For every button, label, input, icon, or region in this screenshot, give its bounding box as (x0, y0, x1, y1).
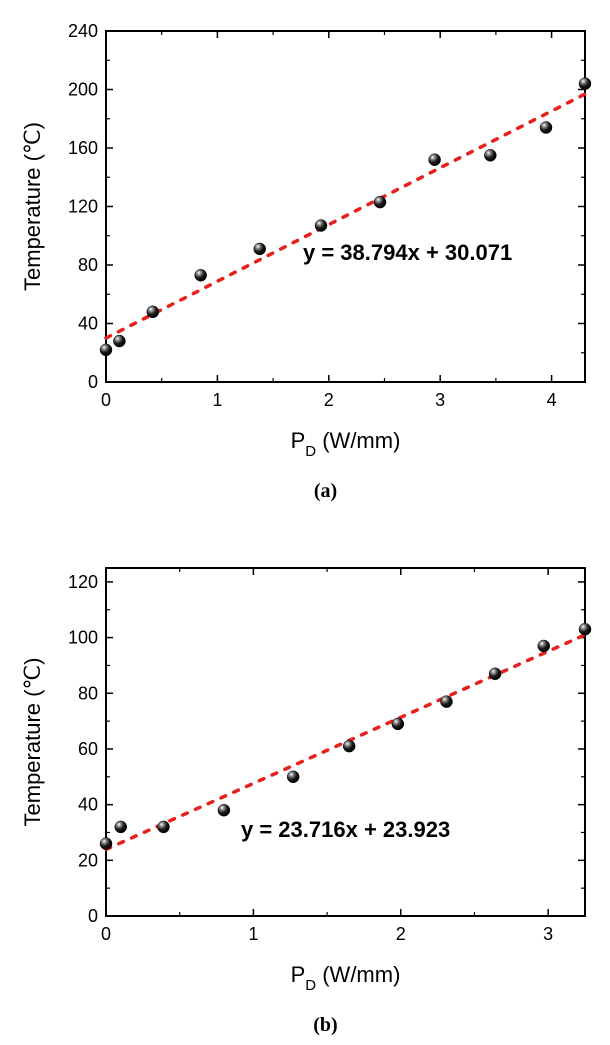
y-tick-label: 0 (88, 372, 98, 392)
plot-frame (105, 30, 586, 383)
x-axis-label-main: P (291, 428, 306, 453)
y-tick-label: 80 (78, 683, 98, 703)
x-tick-label: 3 (435, 390, 445, 410)
y-tick-label: 60 (78, 739, 98, 759)
data-point (114, 820, 127, 834)
data-point (99, 343, 113, 357)
data-point (578, 622, 592, 636)
fit-equation: y = 38.794x + 30.071 (303, 240, 512, 265)
data-point (391, 717, 405, 731)
x-axis-label-sub: D (305, 443, 316, 460)
data-point (440, 695, 453, 708)
x-tick-label: 1 (248, 924, 258, 944)
x-axis-label-sub: D (305, 977, 316, 994)
plot-frame (105, 567, 586, 917)
x-tick-label: 1 (212, 390, 222, 410)
y-axis-label: Temperature (℃) (20, 658, 45, 827)
y-tick-label: 40 (78, 314, 98, 334)
fit-line (104, 633, 587, 852)
data-point (539, 121, 553, 134)
y-tick-label: 160 (68, 138, 98, 158)
x-tick-label: 4 (547, 390, 557, 410)
x-tick-label: 3 (543, 924, 553, 944)
data-point (217, 803, 231, 817)
x-tick-label: 2 (324, 390, 334, 410)
data-point (314, 219, 328, 232)
y-tick-label: 100 (68, 628, 98, 648)
panel-label: (a) (314, 480, 337, 502)
fit-equation: y = 23.716x + 23.923 (241, 817, 450, 842)
chart-b: 0 1 2 3 0 20 40 60 80 100 120 y = 23.716x + 23.923 P… (20, 567, 592, 1036)
x-axis-label: PD (W/mm) (291, 428, 401, 460)
y-tick-label: 40 (78, 795, 98, 815)
x-axis-label-main: P (291, 962, 306, 987)
y-tick-label: 120 (68, 197, 98, 217)
x-axis-label-rest: (W/mm) (316, 428, 400, 453)
data-point (342, 739, 356, 753)
panel-label: (b) (313, 1014, 337, 1036)
fit-line (104, 92, 587, 340)
x-tick-label: 2 (396, 924, 406, 944)
data-point (286, 770, 300, 784)
y-tick-label: 80 (78, 255, 98, 275)
data-point (484, 149, 497, 162)
data-point (373, 195, 387, 209)
x-axis-label-rest: (W/mm) (316, 962, 400, 987)
y-tick-label: 200 (68, 80, 98, 100)
x-axis-label: PD (W/mm) (291, 962, 401, 994)
data-point (99, 837, 113, 850)
y-tick-label: 20 (78, 850, 98, 870)
x-tick-label: 0 (101, 924, 111, 944)
data-point (537, 639, 550, 653)
data-point (578, 77, 592, 90)
x-tick-label: 0 (101, 390, 111, 410)
y-axis-label: Temperature (℃) (20, 122, 45, 291)
data-point (146, 305, 160, 319)
data-point (488, 667, 502, 681)
data-point (157, 820, 170, 834)
y-tick-label: 240 (68, 21, 98, 41)
data-point (253, 242, 266, 256)
y-tick-label: 120 (68, 572, 98, 592)
data-point (113, 334, 126, 348)
data-point (194, 268, 207, 282)
y-tick-label: 0 (88, 906, 98, 926)
data-point (428, 153, 441, 166)
